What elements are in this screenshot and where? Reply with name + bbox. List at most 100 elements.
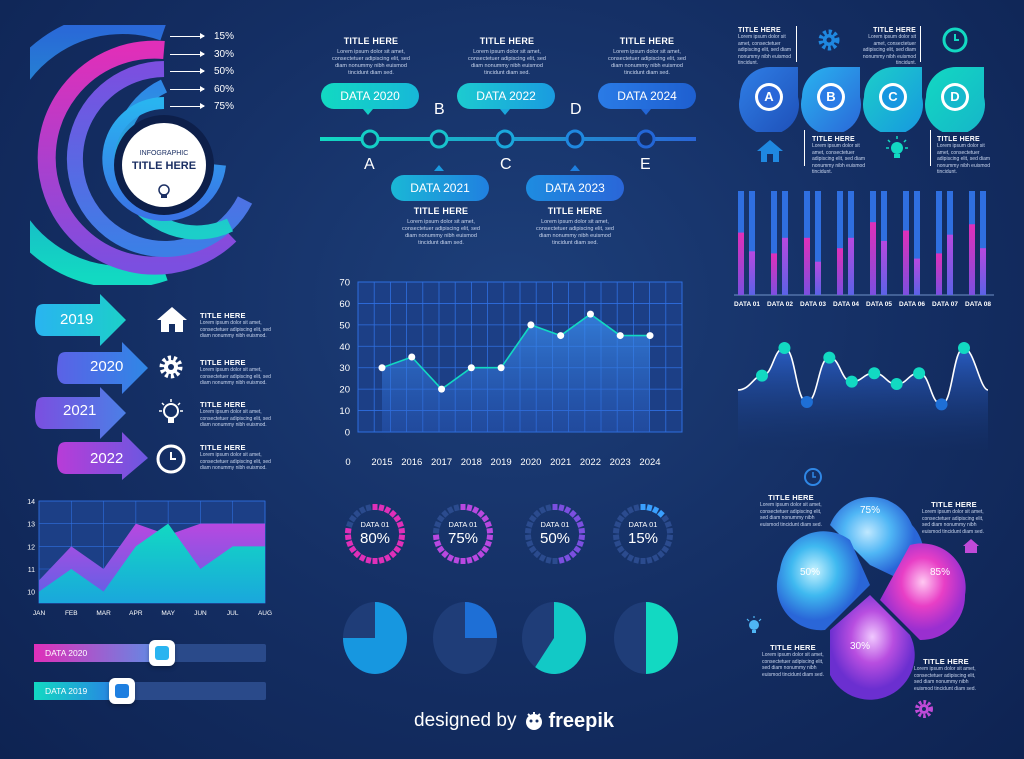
arrow-text-title: TITLE HERE <box>200 400 246 409</box>
bar <box>749 251 755 295</box>
timeline-node <box>360 129 380 149</box>
bar-track <box>749 191 755 295</box>
wave-point <box>756 369 768 382</box>
petal-title: TITLE HERE <box>768 493 814 502</box>
ring-level-label: 50% <box>214 66 235 78</box>
freepik-logo-icon <box>526 712 543 730</box>
donut-segment <box>651 506 660 514</box>
data-point <box>497 364 505 372</box>
bar-track <box>980 191 986 295</box>
y-tick-label: 11 <box>28 567 35 574</box>
donut-segment <box>646 556 653 564</box>
donut-segment <box>533 509 541 518</box>
donut-segment <box>353 550 361 559</box>
donut-segment <box>481 514 490 523</box>
donut-segment <box>661 545 670 554</box>
donut-segment <box>358 554 367 562</box>
y-tick-label: 10 <box>339 406 350 417</box>
donut-segment <box>484 540 492 547</box>
x-tick-label: MAY <box>161 610 175 617</box>
ring-level-row: 75% <box>170 98 250 116</box>
timeline-letter-d: D <box>570 101 582 118</box>
donut-value: 15% <box>628 530 658 547</box>
slider-2020-handle[interactable] <box>148 640 175 666</box>
y-tick-label: 0 <box>345 428 350 439</box>
area-line <box>381 313 650 391</box>
arrow-text-1: TITLE HERE Lorem ipsum dolor sit amet, c… <box>200 311 280 340</box>
donut-segment <box>621 550 629 559</box>
petal-body: Lorem ipsum dolor sit amet, consectetuer… <box>760 502 822 528</box>
donut-segment <box>538 554 547 562</box>
y-tick-label: 60 <box>339 299 350 310</box>
petal-value-30: 30% <box>850 641 871 652</box>
donut-segment <box>471 506 480 514</box>
x-tick-label: DATA 02 <box>767 301 793 308</box>
lightbulb-icon <box>159 399 183 423</box>
slider-2019[interactable]: DATA 2019 <box>34 678 266 704</box>
wave-point <box>958 342 970 354</box>
drop-letter-a: A <box>764 89 774 104</box>
donut-gauge: DATA 01 15% <box>608 497 678 571</box>
y-tick-label: 20 <box>339 385 350 396</box>
timeline-pill-2020: DATA 2020 <box>321 83 419 109</box>
timeline-bottom-title: TITLE HERE <box>547 206 603 216</box>
timeline-top-body: Lorem ipsum dolor sit amet, consectetuer… <box>468 49 546 76</box>
donut-segment <box>626 554 635 562</box>
drops-divider <box>920 26 921 62</box>
wave-point <box>935 398 948 411</box>
donut-segment <box>651 554 660 562</box>
donut-segment <box>393 514 402 523</box>
donut-segment <box>646 504 653 512</box>
arrow-year-2019: 2019 <box>60 311 94 328</box>
timeline-node <box>429 129 449 149</box>
donut-segment <box>569 509 577 518</box>
slider-2019-handle[interactable] <box>109 678 136 704</box>
donut-segment <box>453 504 460 512</box>
x-tick-label: APR <box>129 610 143 617</box>
x-tick-label: JUL <box>227 610 239 617</box>
donut-segment <box>526 521 534 528</box>
x-tick-label: 2022 <box>580 457 601 468</box>
drop-letter-d: D <box>950 89 960 104</box>
y-tick-label: 14 <box>27 499 35 506</box>
donut-segment <box>383 506 392 514</box>
petal-title: TITLE HERE <box>931 500 977 509</box>
timeline-letter-b: B <box>434 101 445 118</box>
bar <box>738 232 744 295</box>
donut-segment <box>396 521 404 528</box>
donut-segment <box>378 504 385 512</box>
donut-gauge: DATA 01 50% <box>520 497 590 571</box>
data-point <box>586 310 594 318</box>
arrow-text-3: TITLE HERE Lorem ipsum dolor sit amet, c… <box>200 400 280 429</box>
x-tick-label: DATA 08 <box>965 301 991 308</box>
lightbulb-icon <box>746 616 762 633</box>
slider-2019-fill <box>34 682 123 700</box>
bar <box>914 258 920 295</box>
x-tick-label: 2020 <box>520 457 541 468</box>
ring-level-row: 15% <box>170 28 250 46</box>
timeline-letter-e: E <box>640 156 651 173</box>
home-icon <box>157 307 187 332</box>
wave-line-chart <box>738 342 989 450</box>
pie-chart <box>343 602 407 674</box>
arrow-2022 <box>57 432 148 480</box>
timeline-top-title: TITLE HERE <box>343 36 399 46</box>
slider-2020[interactable]: DATA 2020 <box>34 640 266 666</box>
data-point <box>527 321 535 329</box>
x-tick-label: 2021 <box>550 457 571 468</box>
x-tick-label: MAR <box>96 610 111 617</box>
x-tick-label: 2016 <box>401 457 422 468</box>
x-tick-label: 2015 <box>371 457 392 468</box>
arrow-text-4: TITLE HERE Lorem ipsum dolor sit amet, c… <box>200 443 280 472</box>
ring-center <box>122 123 206 207</box>
bar <box>947 234 953 295</box>
donut-segment <box>346 521 354 528</box>
donut-segment <box>616 545 625 554</box>
donut-segment <box>486 527 494 534</box>
lightbulb-icon <box>886 136 908 158</box>
donut-segment <box>466 556 473 564</box>
pie-chart <box>614 602 678 674</box>
